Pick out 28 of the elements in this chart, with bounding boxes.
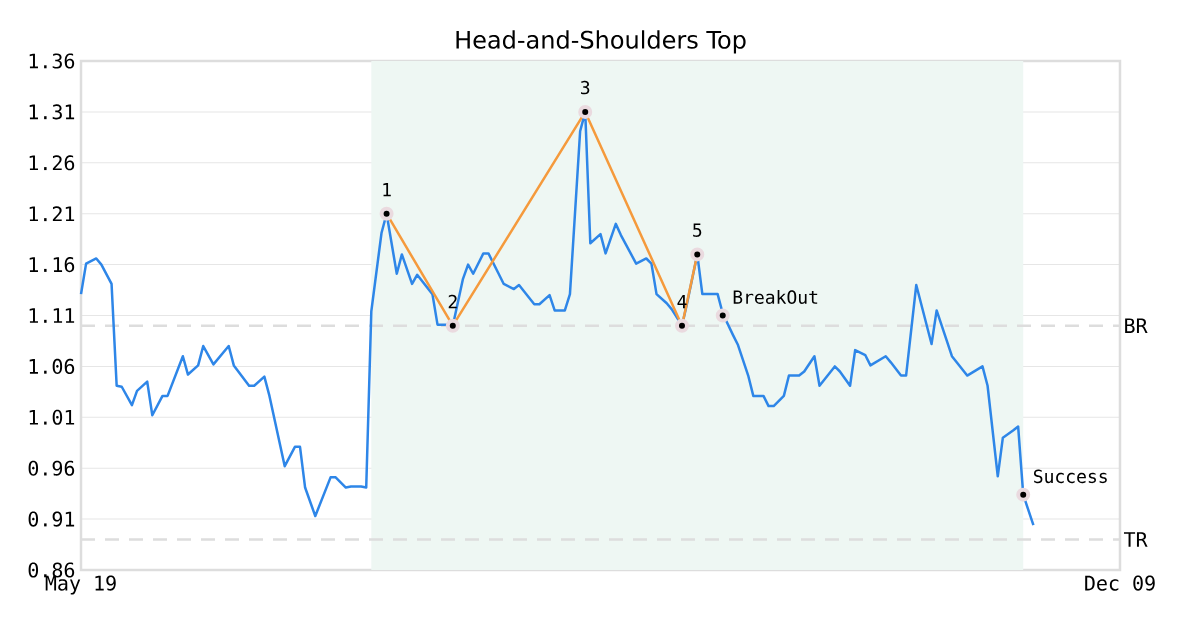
ref-line-label: TR [1123, 532, 1148, 547]
x-tick-label: Dec 09 [1085, 575, 1155, 591]
annotation: 4 [677, 295, 687, 309]
y-tick-label: 1.01 [29, 409, 75, 425]
y-tick-label: 1.21 [29, 206, 75, 222]
chart-title: Head-and-Shoulders Top [456, 30, 746, 54]
point [379, 206, 394, 221]
y-tick-label: 1.11 [29, 308, 75, 323]
y-tick-label: 1.16 [29, 257, 75, 273]
ref-line-label: BR [1125, 318, 1148, 333]
annotation: Success [1033, 469, 1107, 484]
annotation: BreakOut [733, 290, 818, 304]
annotation: 2 [448, 294, 457, 309]
y-tick-label: 1.31 [29, 104, 75, 120]
y-tick-label: 1.26 [29, 155, 75, 171]
y-tick-label: 1.06 [29, 358, 75, 374]
y-tick-label: 0.91 [28, 511, 75, 527]
point [674, 318, 689, 333]
y-tick-label: 0.96 [28, 460, 75, 476]
y-tick-label: 1.36 [29, 53, 75, 69]
point [715, 308, 730, 323]
annotation: 3 [581, 80, 590, 95]
point [578, 104, 593, 119]
point [445, 318, 460, 333]
annotation: 1 [383, 183, 391, 197]
point [690, 247, 705, 262]
point [1016, 487, 1031, 502]
annotation: 5 [693, 223, 702, 237]
